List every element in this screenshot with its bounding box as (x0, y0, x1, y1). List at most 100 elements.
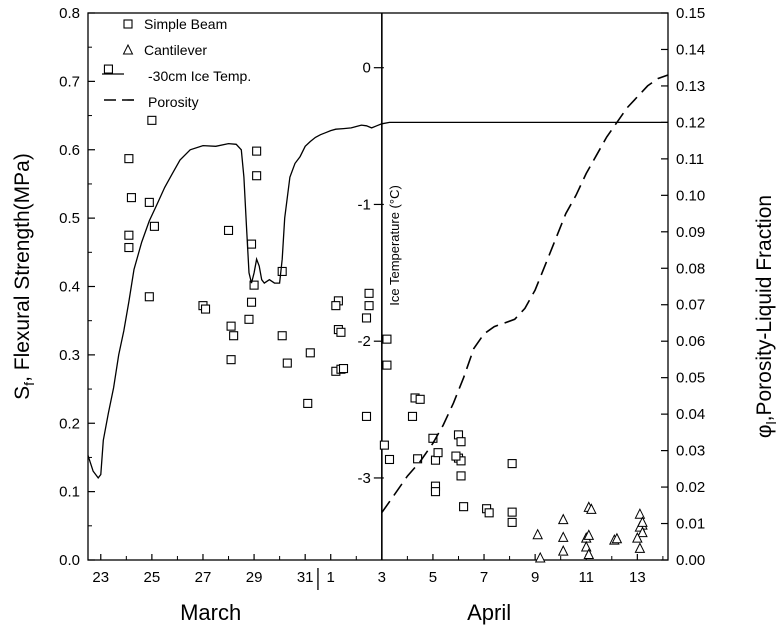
simple-beam-point (149, 221, 159, 231)
simple-beam-point (246, 239, 257, 249)
temp-tick-label: -3 (357, 470, 370, 487)
y2-tick-label: 0.11 (676, 151, 704, 168)
y2-tick-label: 0.07 (676, 297, 705, 314)
simple-beam-point (507, 517, 517, 527)
simple-beam-point (456, 437, 466, 447)
y-tick-label: 0.3 (59, 347, 80, 364)
simple-beam-point (430, 455, 441, 465)
simple-beam-point (103, 64, 113, 74)
simple-beam-point (331, 301, 341, 311)
x-tick-label: 9 (531, 569, 539, 586)
x-tick-label: 7 (480, 569, 488, 586)
y2-tick-label: 0.05 (676, 370, 705, 387)
simple-beam-point (144, 197, 154, 207)
x-tick-label: 1 (327, 569, 335, 586)
simple-beam-point (407, 411, 418, 421)
x-tick-label: 29 (246, 569, 263, 586)
simple-beam-point (451, 451, 461, 461)
month-label-april: April (467, 600, 511, 625)
simple-beam-point (126, 193, 136, 203)
simple-beam-point (336, 327, 346, 337)
x-tick-label: 11 (578, 569, 594, 586)
simple-beam-point (246, 297, 257, 307)
simple-beam-point (277, 266, 287, 277)
series-layer (87, 64, 669, 563)
legend-label: Simple Beam (144, 16, 227, 32)
porosity-line (381, 74, 669, 514)
temp-axis-label: Ice Temperature (°C) (387, 185, 402, 306)
simple-beam-point (303, 398, 313, 408)
month-label-march: March (180, 600, 241, 625)
simple-beam-point (507, 507, 517, 517)
y2-tick-label: 0.00 (676, 552, 705, 569)
y2-tick-label: 0.14 (676, 41, 705, 58)
y2-tick-label: 0.03 (676, 443, 705, 460)
simple-beam-point (456, 471, 466, 481)
y-tick-label: 0.7 (59, 73, 80, 90)
cantilever-point (580, 540, 592, 552)
simple-beam-point (124, 242, 134, 253)
x-tick-label: 23 (92, 569, 109, 586)
y2-tick-label: 0.15 (676, 5, 705, 22)
simple-beam-point (252, 146, 262, 156)
simple-beam-point (364, 301, 374, 311)
y2-tick-label: 0.01 (676, 516, 705, 533)
y-axis-label: Sf, Flexural Strength(MPa) (11, 153, 37, 400)
simple-beam-point (484, 508, 494, 518)
y2-tick-label: 0.02 (676, 479, 705, 496)
temp-tick-label: -2 (357, 333, 370, 350)
y2-tick-label: 0.10 (676, 187, 705, 204)
cantilever-point (583, 529, 595, 540)
simple-beam-point (382, 334, 392, 344)
cantilever-point (586, 503, 597, 514)
simple-beam-point (361, 313, 372, 323)
y-tick-label: 0.6 (59, 142, 80, 159)
simple-beam-point (364, 288, 374, 298)
simple-beam-point (456, 456, 466, 466)
x-tick-label: 3 (378, 569, 386, 586)
x-tick-label: 31 (297, 569, 314, 586)
simple-beam-point (382, 360, 392, 370)
x-tick-label: 27 (195, 569, 212, 586)
y-tick-label: 0.0 (59, 552, 80, 569)
temp-tick-label: -1 (357, 196, 370, 213)
cantilever-point (532, 528, 544, 540)
simple-beam-point (361, 411, 372, 421)
simple-beam-point (244, 314, 254, 324)
simple-beam-point (384, 454, 395, 465)
simple-beam-point (305, 348, 315, 358)
legend: Simple Beam Cantilever -30cm Ice Temp. Poro… (102, 16, 251, 110)
simple-beam-point (459, 502, 469, 512)
cantilever-point (611, 532, 623, 544)
simple-beam-point (415, 394, 425, 404)
y-tick-label: 0.4 (59, 279, 80, 296)
legend-label: Cantilever (144, 42, 207, 58)
x-tick-label: 13 (629, 569, 646, 586)
y2-tick-label: 0.12 (676, 114, 705, 131)
simple-beam-point (124, 154, 134, 164)
simple-beam-point (229, 331, 239, 341)
cantilever-point (583, 548, 595, 560)
cantilever-point (632, 532, 643, 543)
simple-beam-point (433, 448, 443, 458)
cantilever-point (122, 43, 134, 55)
x-tick-label: 25 (144, 569, 161, 586)
simple-beam-point (223, 225, 234, 235)
cantilever-point (557, 513, 569, 525)
cantilever-point (557, 531, 569, 542)
legend-label: Porosity (148, 94, 199, 110)
temp-tick-label: 0 (362, 60, 370, 77)
simple-beam-point (249, 280, 259, 290)
x-tick-label: 5 (429, 569, 437, 586)
cantilever-point (637, 526, 648, 538)
simple-beam-point (144, 292, 154, 302)
simple-beam-point (226, 355, 236, 365)
simple-beam-point (282, 358, 292, 368)
cantilever-point (637, 516, 648, 527)
simple-beam-point (123, 19, 133, 29)
cantilever-point (634, 542, 646, 553)
simple-beam-point (252, 171, 262, 181)
y2-tick-label: 0.13 (676, 78, 705, 95)
y2-axis-label: φl,Porosity-Liquid Fraction (753, 195, 779, 438)
